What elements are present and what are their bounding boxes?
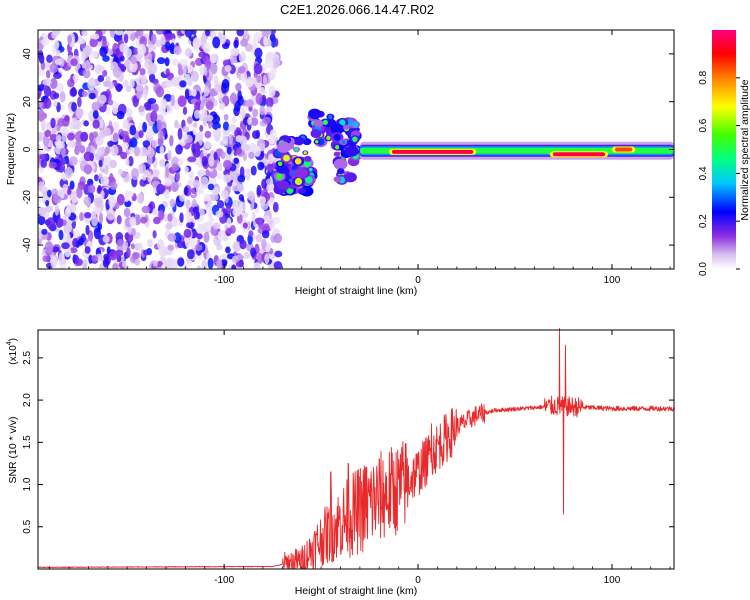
svg-text:(x104): (x104) (6, 338, 19, 365)
spectrogram-onset-cluster-1 (272, 134, 318, 197)
spectrogram-xlabel: Height of straight line (km) (295, 285, 418, 297)
colorbar-label: Normalized spectral amplitude (739, 79, 750, 220)
spectrogram-onset-cluster-2 (307, 108, 337, 148)
colorbar-tick-label: 0.8 (698, 70, 709, 84)
colorbar-tick-label: 0.4 (698, 166, 709, 180)
spectrogram-ytick-label: -40 (22, 237, 33, 252)
snr-ytick-label: 2.5 (22, 351, 33, 365)
spectrogram-heatmap (38, 30, 674, 269)
snr-xlabel: Height of straight line (km) (295, 585, 418, 597)
snr-multiplier-exp: 4 (6, 341, 13, 345)
colorbar-tick-label: 0.2 (698, 214, 709, 228)
spectrogram-band-peak-2 (549, 151, 609, 158)
spectrogram-xtick-label: 0 (415, 275, 421, 286)
snr-ytick-label: 2.0 (22, 393, 33, 407)
spectrogram-ytick-label: 0 (22, 146, 33, 152)
spectrogram-band-peak-1 (388, 148, 477, 155)
colorbar-gradient (712, 30, 736, 269)
spectrogram-noise (38, 30, 283, 269)
spectrogram-ytick-label: -20 (22, 190, 33, 205)
spectrogram-ylabel: Frequency (Hz) (5, 113, 17, 185)
colorbar-tick-label: 0.6 (698, 118, 709, 132)
spectrogram-xtick-label: -100 (214, 275, 234, 286)
spectrogram-band-peak-3 (611, 146, 636, 153)
colorbar: 0.0 0.2 0.4 0.6 0.8 Normalized spectral ampl… (698, 30, 750, 276)
snr-multiplier-close: ) (8, 338, 19, 341)
spectrogram-ytick-label: 40 (22, 48, 33, 60)
snr-multiplier-base: (x10 (8, 345, 19, 365)
snr-ytick-label: 0.5 (22, 519, 33, 533)
snr-ytick-label: 1.5 (22, 435, 33, 449)
figure-title: C2E1.2026.066.14.47.R02 (280, 2, 434, 17)
snr-multiplier: (x104) (6, 338, 19, 365)
spectrogram-onset-cluster-3 (330, 117, 362, 185)
colorbar-tick-label: 0.0 (698, 262, 709, 276)
spectrogram-ytick-label: 20 (22, 96, 33, 108)
snr-ytick-label: 1.0 (22, 477, 33, 491)
spectrogram-xtick-label: 100 (604, 275, 621, 286)
snr-xtick-label: 100 (604, 575, 621, 586)
snr-xtick-label: -100 (214, 575, 234, 586)
snr-frame (37, 329, 675, 570)
snr-panel: -100 0 100 0.5 1.0 1.5 2.0 2.5 Height of straig… (6, 327, 675, 597)
snr-series-line (37, 327, 675, 569)
snr-background (38, 330, 674, 569)
snr-ylabel: SNR (10 * v/v) (7, 416, 19, 483)
snr-xtick-label: 0 (415, 575, 421, 586)
spectrogram-panel: -100 0 100 -40 -20 0 20 40 Height of straight l… (5, 29, 675, 297)
